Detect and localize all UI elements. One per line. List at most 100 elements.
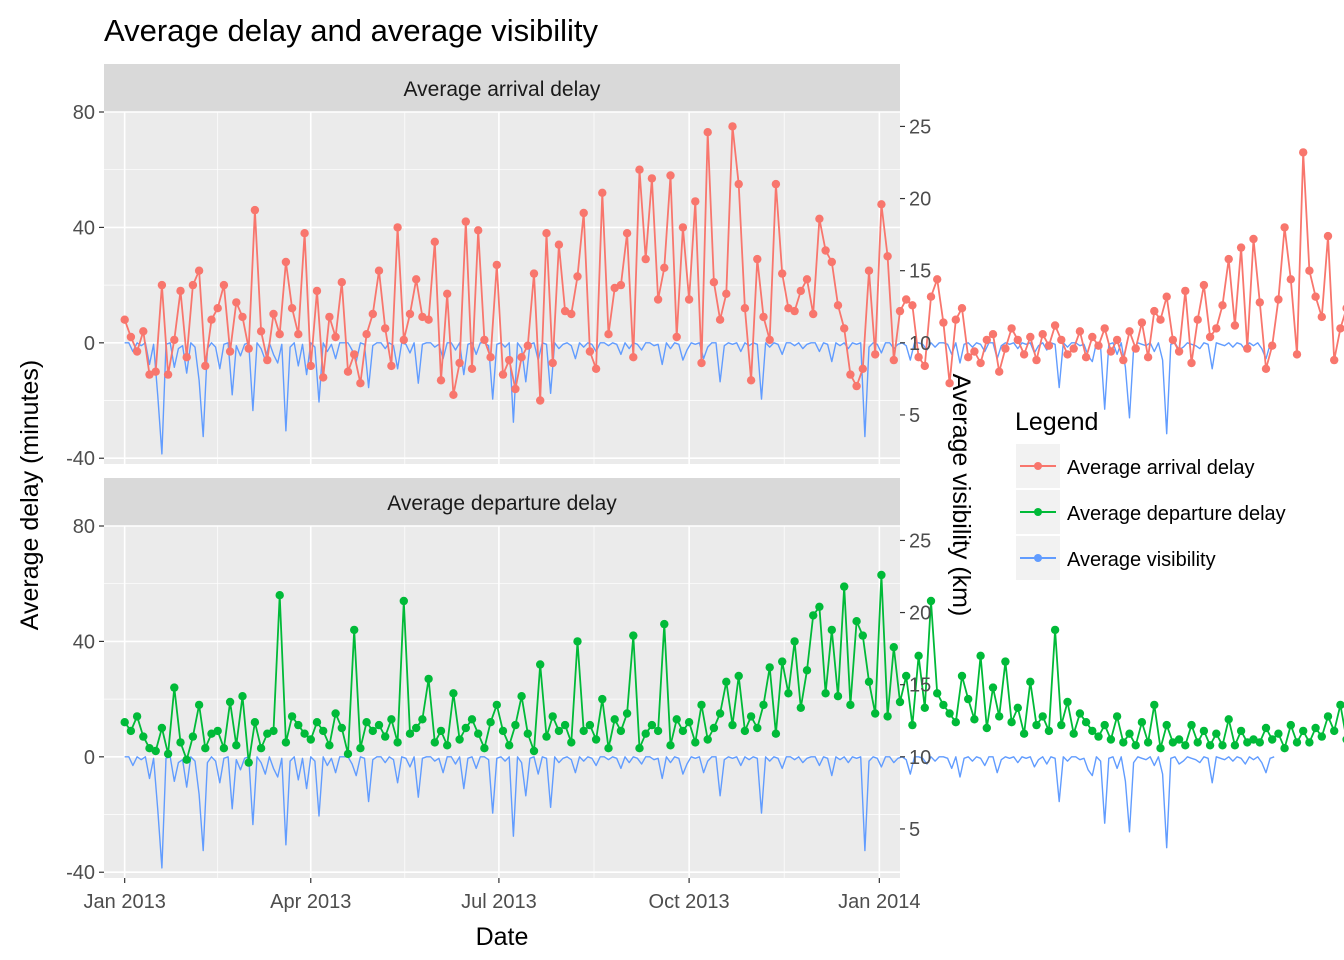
data-point-arrival (1243, 344, 1252, 353)
data-point-arrival (542, 229, 551, 238)
data-point-arrival (815, 214, 824, 223)
data-point-departure (1187, 720, 1196, 730)
data-point-departure (995, 712, 1004, 721)
data-point-departure (660, 619, 669, 629)
data-point-arrival (809, 309, 818, 319)
data-point-arrival (263, 355, 272, 365)
data-point-arrival (256, 327, 266, 336)
data-point-arrival (579, 208, 588, 218)
data-point-arrival (945, 379, 954, 388)
data-point-departure (610, 715, 619, 724)
series-line-visibility (124, 756, 1275, 869)
left-axis-ticks: -40 0 40 80 (66, 102, 104, 470)
data-point-departure (120, 718, 129, 727)
data-point-arrival (622, 229, 632, 238)
data-point-departure (269, 726, 278, 736)
data-point-arrival (939, 318, 948, 327)
data-point-departure (275, 591, 284, 600)
data-point-departure (1212, 729, 1221, 738)
data-point-departure (139, 732, 148, 741)
data-point-departure (492, 700, 501, 710)
data-point-arrival (635, 165, 644, 174)
data-point-departure (374, 720, 384, 730)
data-point-arrival (833, 301, 843, 310)
data-point-arrival (300, 229, 309, 238)
data-point-arrival (914, 353, 923, 362)
data-point-departure (399, 596, 408, 606)
data-point-departure (319, 726, 328, 736)
data-point-departure (1286, 720, 1296, 730)
data-point-departure (455, 735, 464, 744)
data-point-departure (945, 709, 954, 718)
data-point-departure (176, 738, 185, 747)
strip-label-arrival: Average arrival delay (404, 78, 601, 101)
data-point-arrival (1280, 223, 1289, 232)
data-point-arrival (151, 367, 160, 376)
data-point-departure (1230, 741, 1240, 750)
data-point-arrival (1001, 344, 1010, 353)
data-point-arrival (1187, 358, 1196, 368)
data-point-departure (809, 611, 818, 620)
data-point-arrival (1174, 347, 1184, 356)
data-point-arrival (368, 309, 377, 319)
data-point-arrival (381, 324, 390, 333)
y-tick-label-right: 25 (909, 116, 931, 138)
data-point-arrival (182, 353, 191, 362)
y-tick-label-right: 20 (909, 603, 931, 625)
data-point-arrival (889, 355, 898, 365)
data-point-arrival (281, 257, 291, 267)
chart-title: Average delay and average visibility (104, 13, 599, 48)
data-point-departure (585, 720, 595, 730)
data-point-arrival (1330, 355, 1339, 365)
data-point-arrival (213, 304, 222, 313)
data-point-departure (548, 712, 557, 721)
data-point-arrival (1292, 350, 1302, 359)
data-point-departure (604, 744, 613, 753)
data-point-departure (560, 720, 570, 730)
data-point-arrival (1019, 350, 1029, 359)
data-point-arrival (926, 292, 936, 301)
data-point-departure (908, 720, 917, 730)
data-point-departure (591, 735, 601, 744)
data-point-arrival (1230, 321, 1240, 330)
data-point-arrival (1268, 341, 1277, 350)
data-point-arrival (1274, 295, 1283, 304)
data-point-departure (567, 738, 576, 747)
data-point-arrival (715, 315, 725, 324)
data-point-arrival (120, 315, 129, 324)
data-point-arrival (356, 379, 365, 388)
data-point-departure (461, 723, 470, 733)
data-point-departure (964, 694, 973, 704)
data-point-departure (815, 602, 824, 611)
data-point-arrival (455, 358, 464, 368)
data-point-arrival (219, 280, 229, 290)
data-point-departure (970, 715, 979, 724)
data-point-arrival (653, 295, 663, 304)
data-point-departure (424, 674, 433, 684)
data-point-departure (833, 692, 843, 701)
data-point-departure (467, 715, 477, 724)
data-point-arrival (1305, 266, 1314, 275)
data-point-arrival (1050, 321, 1060, 330)
data-point-arrival (1168, 335, 1178, 345)
data-point-departure (666, 741, 675, 750)
data-point-arrival (1156, 315, 1165, 324)
data-point-departure (337, 723, 346, 733)
data-point-departure (939, 700, 948, 710)
data-point-departure (920, 703, 929, 712)
data-point-departure (517, 692, 526, 701)
data-point-departure (753, 723, 762, 733)
data-point-arrival (126, 332, 136, 342)
data-point-arrival (697, 358, 706, 368)
data-point-arrival (709, 278, 719, 287)
data-point-departure (933, 689, 942, 698)
data-point-departure (691, 738, 700, 747)
strip-background (104, 478, 900, 526)
data-point-departure (722, 677, 731, 686)
data-point-departure (877, 570, 886, 580)
data-point-departure (1106, 735, 1116, 744)
data-point-arrival (176, 286, 185, 296)
data-point-departure (523, 729, 532, 738)
data-point-arrival (970, 347, 979, 356)
